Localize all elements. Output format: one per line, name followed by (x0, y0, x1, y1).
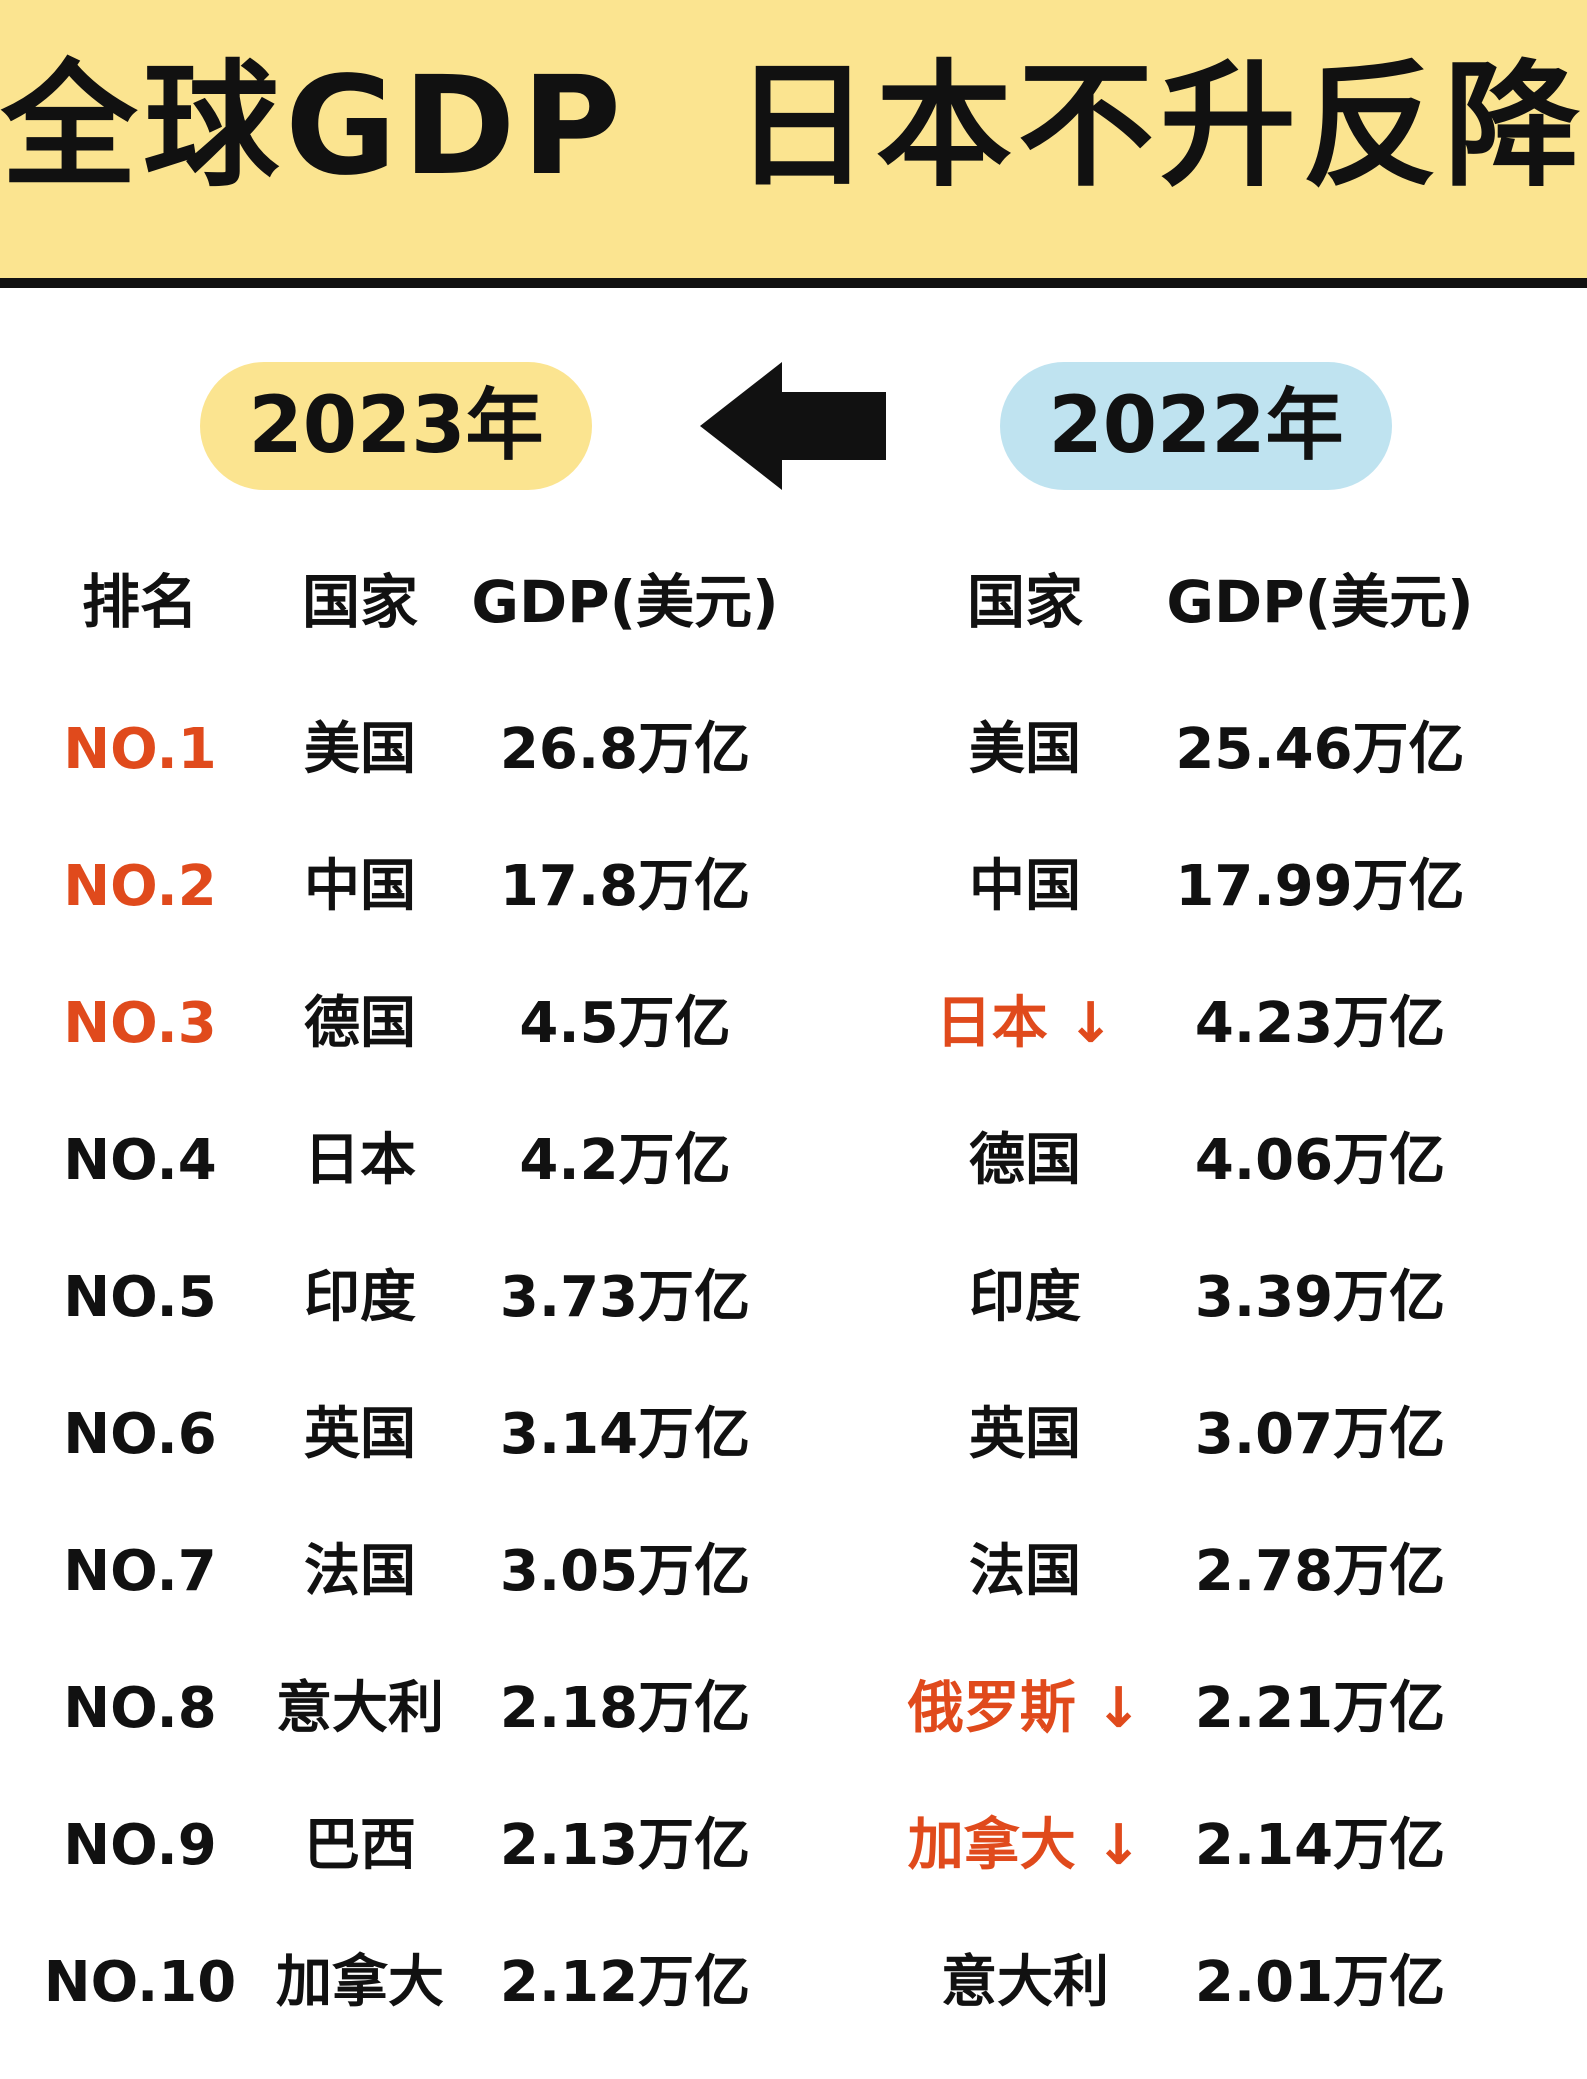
rank-cell: NO.3 (63, 991, 217, 1056)
year-2022-badge: 2022年 (1000, 362, 1392, 490)
country-2023-cell: 中国 (304, 854, 416, 919)
gdp-2023-cell: 4.5万亿 (519, 991, 731, 1056)
table-row: NO.2 中国 17.8万亿 中国 17.99万亿 (0, 837, 1587, 937)
country-2023-cell: 巴西 (304, 1813, 416, 1878)
country-2023-cell: 加拿大 (276, 1950, 444, 2015)
country-2022-cell: 意大利 (941, 1950, 1109, 2015)
country-2022-cell: 德国 (969, 1128, 1081, 1193)
gdp-2023-cell: 2.13万亿 (499, 1813, 751, 1878)
gdp-2022-cell: 2.14万亿 (1194, 1813, 1446, 1878)
table-row: NO.10 加拿大 2.12万亿 意大利 2.01万亿 (0, 1933, 1587, 2033)
table-row: NO.3 德国 4.5万亿 日本 ↓ 4.23万亿 (0, 974, 1587, 1074)
country-2022-cell: 法国 (969, 1539, 1081, 1604)
table-row: NO.5 印度 3.73万亿 印度 3.39万亿 (0, 1248, 1587, 1348)
table-row: NO.7 法国 3.05万亿 法国 2.78万亿 (0, 1522, 1587, 1622)
gdp-2022-cell: 25.46万亿 (1175, 717, 1465, 782)
country-2023-cell: 日本 (304, 1128, 416, 1193)
gdp-2022-cell: 2.01万亿 (1194, 1950, 1446, 2015)
rank-cell: NO.8 (63, 1676, 217, 1741)
table-row: NO.6 英国 3.14万亿 英国 3.07万亿 (0, 1385, 1587, 1485)
rank-cell: NO.5 (63, 1265, 217, 1330)
rank-cell: NO.4 (63, 1128, 217, 1193)
rank-cell: NO.10 (43, 1950, 237, 2015)
header-gdp-2022: GDP(美元) (1166, 568, 1474, 636)
gdp-2023-cell: 2.18万亿 (499, 1676, 751, 1741)
title-banner: 全球GDP 日本不升反降 (0, 0, 1587, 288)
left-arrow-icon (700, 362, 886, 490)
gdp-2022-cell: 3.07万亿 (1194, 1402, 1446, 1467)
gdp-2023-cell: 17.8万亿 (499, 854, 751, 919)
country-2023-cell: 意大利 (276, 1676, 444, 1741)
gdp-2022-cell: 4.23万亿 (1194, 991, 1446, 1056)
country-2022-cell-down: 俄罗斯 ↓ (907, 1676, 1143, 1741)
header-country-2022: 国家 (966, 568, 1083, 636)
gdp-2023-cell: 4.2万亿 (519, 1128, 731, 1193)
rank-cell: NO.2 (63, 854, 217, 919)
country-2023-cell: 美国 (304, 717, 416, 782)
table-row: NO.8 意大利 2.18万亿 俄罗斯 ↓ 2.21万亿 (0, 1659, 1587, 1759)
country-2022-cell-down: 日本 ↓ (935, 991, 1115, 1056)
rank-cell: NO.9 (63, 1813, 217, 1878)
gdp-2022-cell: 2.78万亿 (1194, 1539, 1446, 1604)
page-title: 全球GDP 日本不升反降 (1, 48, 1586, 206)
country-2023-cell: 法国 (304, 1539, 416, 1604)
gdp-2022-cell: 2.21万亿 (1194, 1676, 1446, 1741)
country-2022-cell: 英国 (969, 1402, 1081, 1467)
year-2023-badge: 2023年 (200, 362, 592, 490)
table-row: NO.4 日本 4.2万亿 德国 4.06万亿 (0, 1111, 1587, 1211)
country-2022-cell: 中国 (969, 854, 1081, 919)
gdp-2022-cell: 3.39万亿 (1194, 1265, 1446, 1330)
country-2022-cell: 印度 (969, 1265, 1081, 1330)
rank-cell: NO.7 (63, 1539, 217, 1604)
rank-cell: NO.6 (63, 1402, 217, 1467)
header-rank: 排名 (81, 568, 198, 636)
gdp-2023-cell: 3.73万亿 (499, 1265, 751, 1330)
gdp-2023-cell: 3.14万亿 (499, 1402, 751, 1467)
country-2022-cell: 美国 (969, 717, 1081, 782)
table-row: NO.1 美国 26.8万亿 美国 25.46万亿 (0, 700, 1587, 800)
country-2023-cell: 英国 (304, 1402, 416, 1467)
gdp-2023-cell: 2.12万亿 (499, 1950, 751, 2015)
rank-cell: NO.1 (63, 717, 217, 782)
header-gdp-2023: GDP(美元) (471, 568, 779, 636)
gdp-2022-cell: 17.99万亿 (1175, 854, 1465, 919)
header-country-2023: 国家 (301, 568, 418, 636)
country-2023-cell: 印度 (304, 1265, 416, 1330)
gdp-2023-cell: 3.05万亿 (499, 1539, 751, 1604)
gdp-2022-cell: 4.06万亿 (1194, 1128, 1446, 1193)
country-2022-cell-down: 加拿大 ↓ (907, 1813, 1143, 1878)
country-2023-cell: 德国 (304, 991, 416, 1056)
table-row: NO.9 巴西 2.13万亿 加拿大 ↓ 2.14万亿 (0, 1796, 1587, 1896)
gdp-2023-cell: 26.8万亿 (499, 717, 751, 782)
